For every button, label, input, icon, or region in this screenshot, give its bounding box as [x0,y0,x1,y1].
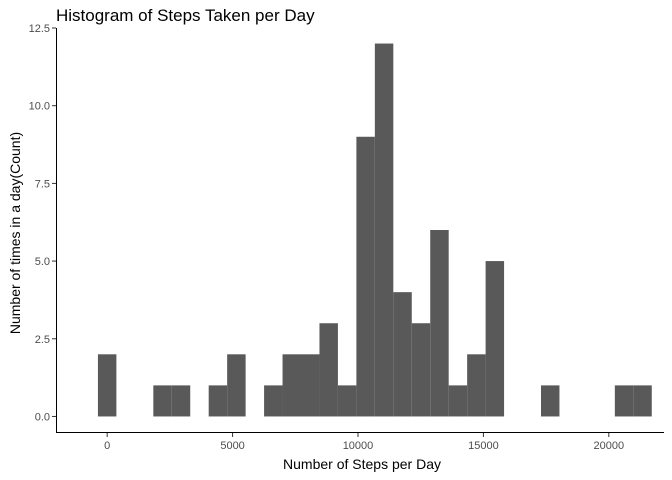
x-axis-ticks: 0 5000 10000 15000 20000 [104,433,624,452]
x-tick-label: 10000 [343,440,374,452]
histogram-bar [393,292,412,417]
histogram-bar [614,385,634,417]
histogram-bar [356,136,375,417]
histogram-bar [97,354,117,417]
histogram-bar [227,354,246,417]
histogram-bar [301,354,320,417]
x-axis-label: Number of Steps per Day [283,456,441,472]
y-tick-label: 2.5 [35,334,50,346]
histogram-bar [337,385,357,417]
histogram-bar [430,230,449,417]
y-tick-label: 7.5 [35,178,50,190]
histogram-bar [633,385,652,417]
y-tick-label: 5.0 [35,256,50,268]
x-tick-label: 15000 [468,440,499,452]
histogram-bar [282,354,301,417]
histogram-bar [540,385,560,417]
histogram-bar [448,385,468,417]
histogram-bar [467,354,486,417]
x-tick-label: 5000 [220,440,244,452]
x-tick-label: 0 [104,440,110,452]
x-tick-label: 20000 [594,440,625,452]
histogram-bar [411,323,431,417]
chart-title: Histogram of Steps Taken per Day [56,6,315,25]
y-tick-label: 10.0 [29,101,50,113]
y-axis-ticks: 0.0 2.5 5.0 7.5 10.0 12.5 [29,23,56,423]
histogram-bar [319,323,338,417]
histogram-bar [374,43,394,417]
histogram-bars [97,43,652,417]
y-tick-label: 12.5 [29,23,50,35]
histogram-bar [208,385,228,417]
histogram-bar [264,385,283,417]
histogram-bar [153,385,172,417]
histogram-bar [171,385,191,417]
y-tick-label: 0.0 [35,411,50,423]
histogram-bar [485,261,505,417]
y-axis-label: Number of times in a day(Count) [7,131,23,335]
